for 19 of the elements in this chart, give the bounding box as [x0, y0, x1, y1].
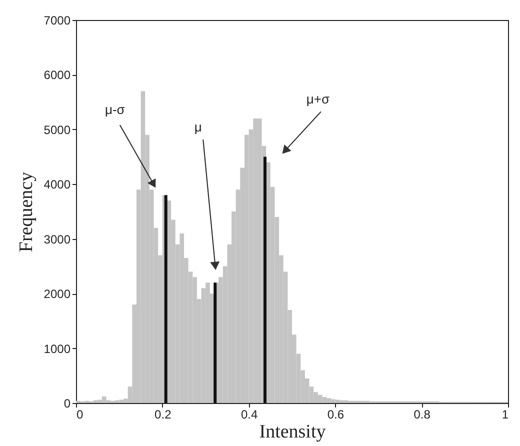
y-tick-label: 4000 [44, 178, 71, 192]
y-tick-label: 1000 [44, 342, 71, 356]
y-axis-title: Frequency [16, 171, 37, 252]
x-tick-label: 0.4 [240, 408, 258, 422]
x-tick-label: 0.6 [327, 408, 344, 422]
y-tick-label: 6000 [44, 68, 71, 82]
annotation: μ-σ [104, 102, 125, 118]
x-tick-label: 0 [76, 408, 84, 422]
y-tick-label: 7000 [44, 14, 71, 28]
y-tick-label: 3000 [44, 232, 71, 246]
y-tick-label: 2000 [44, 287, 71, 302]
x-axis-title: Intensity [259, 422, 326, 442]
annotation: μ+σ [306, 92, 330, 107]
y-tick-label: 5000 [44, 122, 71, 137]
x-tick-label: 0.2 [154, 408, 172, 422]
y-tick-label: 0 [64, 396, 71, 410]
x-tick-label: 0.8 [414, 408, 431, 422]
x-tick-label: 1 [502, 408, 509, 422]
annotation: μ [194, 120, 202, 135]
